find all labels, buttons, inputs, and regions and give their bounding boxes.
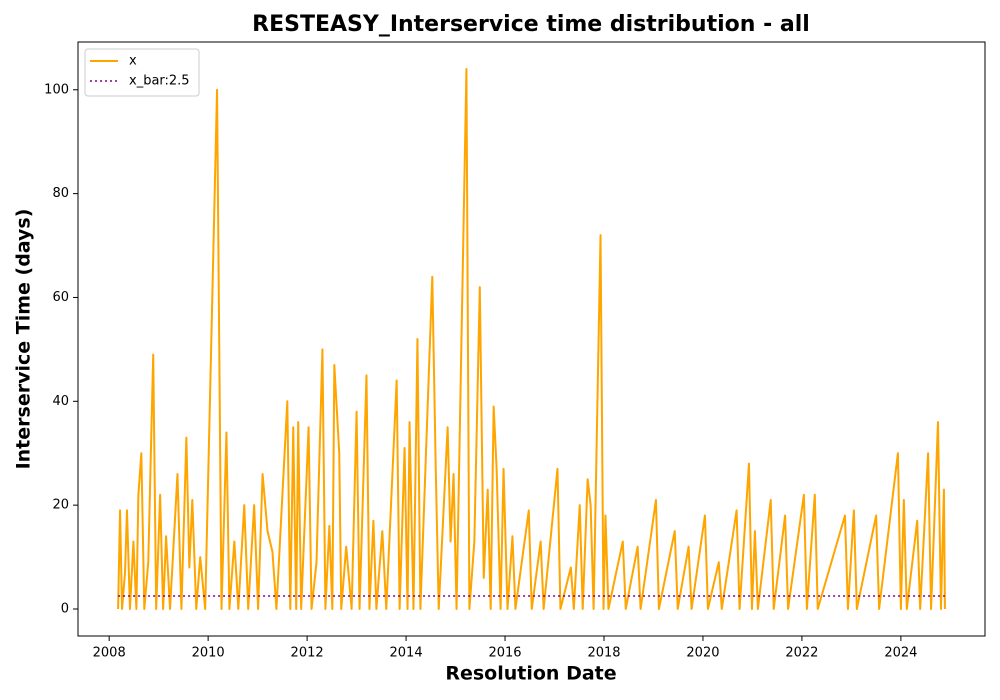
- x-tick-label: 2024: [884, 646, 917, 661]
- x-tick-label: 2020: [686, 646, 719, 661]
- y-axis-label: Interservice Time (days): [13, 209, 35, 470]
- series-line: [117, 68, 946, 610]
- legend-label: x_bar:2.5: [129, 74, 190, 89]
- x-tick-label: 2014: [390, 646, 423, 661]
- x-tick-label: 2018: [587, 646, 620, 661]
- y-tick-label: 100: [44, 82, 69, 97]
- x-tick-label: 2016: [488, 646, 521, 661]
- chart-title: RESTEASY_Interservice time distribution …: [252, 12, 810, 37]
- y-tick-label: 40: [52, 394, 69, 409]
- x-tick-label: 2022: [785, 646, 818, 661]
- legend-box: [84, 48, 200, 97]
- y-tick-label: 80: [52, 186, 69, 201]
- x-tick-label: 2012: [291, 646, 324, 661]
- plot-frame: [77, 41, 986, 637]
- y-tick-label: 0: [61, 602, 69, 617]
- y-tick-label: 20: [52, 498, 69, 513]
- y-tick-label: 60: [52, 290, 69, 305]
- x-tick-label: 2010: [192, 646, 225, 661]
- legend-label: x: [129, 54, 137, 69]
- x-axis-label: Resolution Date: [445, 663, 616, 685]
- x-tick-label: 2008: [93, 646, 126, 661]
